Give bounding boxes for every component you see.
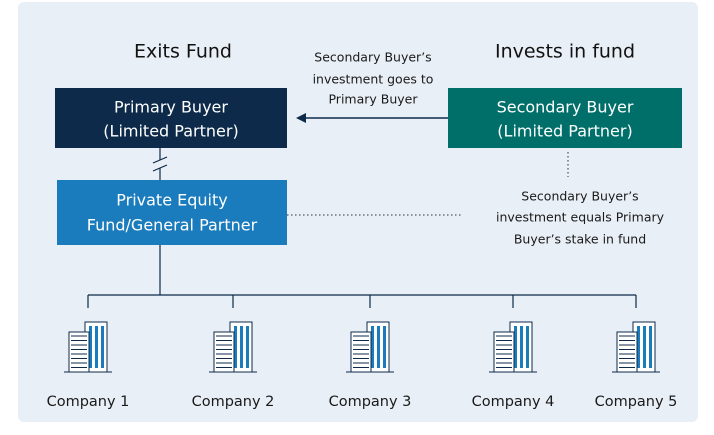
heading-left: Exits Fund [134,41,232,63]
node-label: (Limited Partner) [497,122,632,141]
building-part [383,326,386,368]
side-note: Buyer’s stake in fund [514,232,646,247]
building-part [493,331,515,373]
building-icon [612,321,660,373]
building-part [101,326,104,368]
building-part [520,326,523,368]
building-icon [64,321,112,373]
company-label: Company 5 [595,394,678,410]
building-icon [346,321,394,373]
building-part [240,326,243,368]
building-icon [489,321,537,373]
company-label: Company 3 [329,394,412,410]
side-note: investment equals Primary [496,210,665,225]
building-part [371,326,374,368]
company-label: Company 2 [192,394,275,410]
building-part [95,326,98,368]
break-gap [152,160,168,168]
pe-fund-box [57,180,287,245]
building-part [246,326,249,368]
building-part [526,326,529,368]
building-part [68,331,90,373]
node-label: Private Equity [116,191,227,210]
building-part [234,326,237,368]
node-label: Primary Buyer [114,98,228,117]
building-part [649,326,652,368]
building-part [514,326,517,368]
building-part [377,326,380,368]
building-part [89,326,92,368]
building-part [637,326,640,368]
arrow-note: Primary Buyer [328,92,418,107]
break-mark [152,164,168,172]
arrow-note: Secondary Buyer’s [314,50,431,65]
building-part [213,331,235,373]
secondary-buyer-box [448,88,682,148]
company-label: Company 1 [47,394,130,410]
building-part [643,326,646,368]
companies: Company 1 Company 2 Company 3 Company 4 Comp… [47,295,678,410]
node-label: Secondary Buyer [497,98,634,117]
node-label: Fund/General Partner [87,216,258,235]
primary-buyer-box [55,88,287,148]
building-part [616,331,638,373]
arrow-note: investment goes to [313,72,434,87]
break-mark [152,156,168,164]
side-note: Secondary Buyer’s [521,189,638,204]
node-label: (Limited Partner) [103,122,238,141]
heading-right: Invests in fund [495,41,635,63]
building-icon [209,321,257,373]
company-label: Company 4 [472,394,555,410]
building-part [350,331,372,373]
